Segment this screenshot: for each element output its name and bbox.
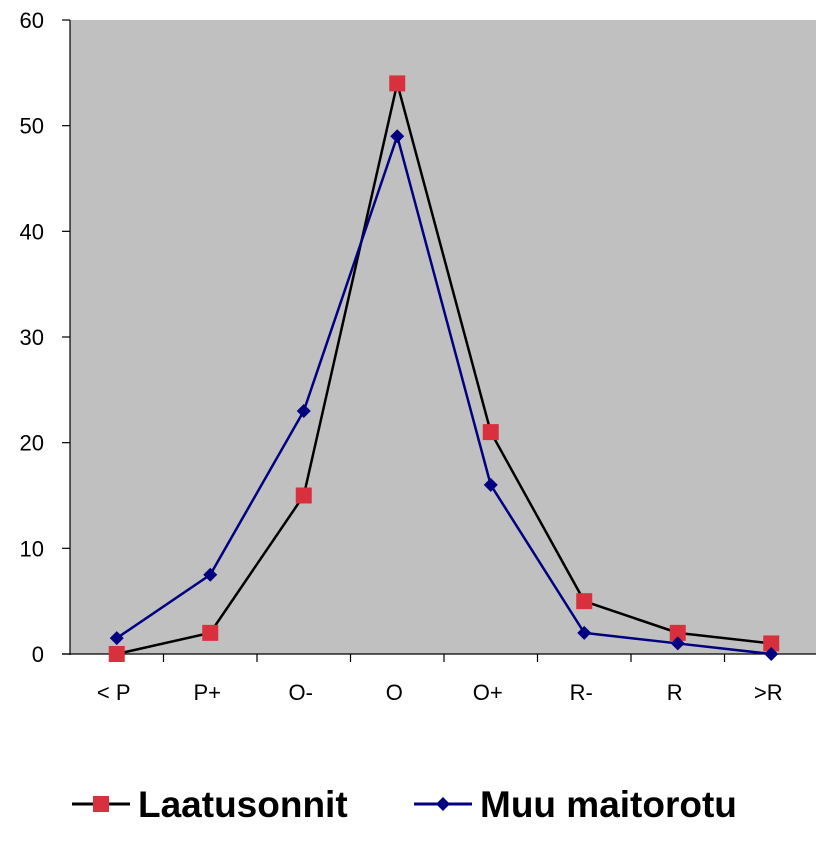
series-line bbox=[116, 131, 772, 656]
series-line bbox=[116, 83, 772, 656]
y-tick-label: 50 bbox=[20, 114, 44, 139]
y-tick-label: 20 bbox=[20, 431, 44, 456]
series-2 bbox=[109, 129, 779, 661]
data-point-diamond bbox=[436, 797, 450, 811]
legend: Laatusonnit Muu maitorotu bbox=[72, 784, 737, 825]
data-point-diamond bbox=[109, 631, 124, 646]
y-tick-label: 30 bbox=[20, 325, 44, 350]
data-point-square bbox=[763, 635, 780, 652]
x-tick-label: >R bbox=[754, 680, 783, 705]
data-point-diamond bbox=[764, 647, 779, 661]
data-point-square bbox=[389, 75, 406, 92]
x-tick-label: O+ bbox=[473, 680, 503, 705]
legend-label: Laatusonnit bbox=[138, 784, 348, 825]
data-point-diamond bbox=[670, 636, 685, 651]
data-point-diamond bbox=[390, 129, 405, 144]
plot-area bbox=[70, 20, 816, 654]
y-tick-label: 40 bbox=[20, 219, 44, 244]
x-axis-ticks: < P P+ O- O O+ R- R >R bbox=[97, 654, 783, 705]
data-point-square bbox=[669, 624, 686, 641]
data-point-square bbox=[202, 624, 219, 641]
x-tick-label: < P bbox=[97, 680, 131, 705]
x-tick-label: O- bbox=[289, 680, 313, 705]
data-point-diamond bbox=[296, 403, 311, 418]
data-point-diamond bbox=[483, 477, 498, 492]
y-axis-ticks: 0 10 20 30 40 50 60 bbox=[20, 8, 70, 667]
data-point-square bbox=[108, 646, 125, 662]
y-tick-label: 10 bbox=[20, 536, 44, 561]
data-point-square bbox=[576, 593, 593, 610]
x-tick-label: R- bbox=[570, 680, 593, 705]
legend-item-1: Laatusonnit bbox=[72, 784, 348, 825]
data-point-square bbox=[482, 424, 499, 441]
data-point-diamond bbox=[577, 625, 592, 640]
series-1 bbox=[108, 75, 780, 662]
x-tick-label: O bbox=[386, 680, 403, 705]
y-tick-label: 0 bbox=[32, 642, 44, 667]
legend-label: Muu maitorotu bbox=[480, 784, 737, 825]
data-point-square bbox=[295, 487, 312, 504]
data-point-square bbox=[93, 796, 109, 812]
legend-item-2: Muu maitorotu bbox=[414, 784, 737, 825]
data-point-diamond bbox=[203, 567, 218, 582]
y-tick-label: 60 bbox=[20, 8, 44, 33]
series-layer bbox=[108, 75, 780, 662]
x-tick-label: P+ bbox=[193, 680, 221, 705]
x-tick-label: R bbox=[667, 680, 683, 705]
